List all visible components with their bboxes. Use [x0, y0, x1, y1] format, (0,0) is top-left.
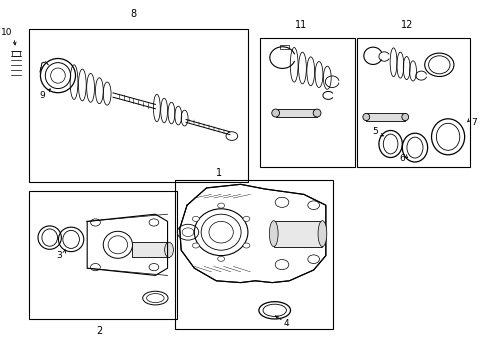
Circle shape: [243, 243, 249, 248]
Circle shape: [192, 243, 199, 248]
Text: 6: 6: [399, 154, 405, 163]
Text: 2: 2: [96, 326, 102, 336]
Bar: [366, 113, 405, 121]
Text: 5: 5: [372, 127, 378, 136]
Text: 4: 4: [283, 320, 288, 328]
Ellipse shape: [269, 221, 278, 247]
Bar: [175, 180, 332, 329]
Bar: [132, 242, 169, 257]
Bar: [29, 191, 177, 319]
Bar: [12, 51, 20, 56]
Text: 3: 3: [57, 251, 62, 260]
Ellipse shape: [271, 109, 279, 117]
Text: 9: 9: [39, 91, 45, 100]
Bar: [260, 38, 354, 167]
Ellipse shape: [164, 242, 173, 257]
Ellipse shape: [312, 109, 320, 117]
Text: 7: 7: [470, 118, 476, 127]
Text: 11: 11: [294, 20, 306, 30]
Bar: [29, 29, 247, 182]
Bar: [275, 109, 316, 117]
Circle shape: [217, 256, 224, 261]
Text: 8: 8: [130, 9, 136, 19]
Polygon shape: [180, 184, 325, 283]
Circle shape: [217, 203, 224, 208]
Bar: [357, 38, 468, 167]
Text: 1: 1: [215, 168, 221, 178]
Bar: [280, 45, 288, 49]
Text: 10: 10: [1, 28, 13, 37]
Ellipse shape: [317, 221, 326, 247]
Circle shape: [243, 216, 249, 221]
Bar: [273, 221, 322, 247]
Ellipse shape: [362, 113, 369, 121]
Text: 12: 12: [400, 20, 412, 30]
Ellipse shape: [401, 113, 408, 121]
Circle shape: [192, 216, 199, 221]
